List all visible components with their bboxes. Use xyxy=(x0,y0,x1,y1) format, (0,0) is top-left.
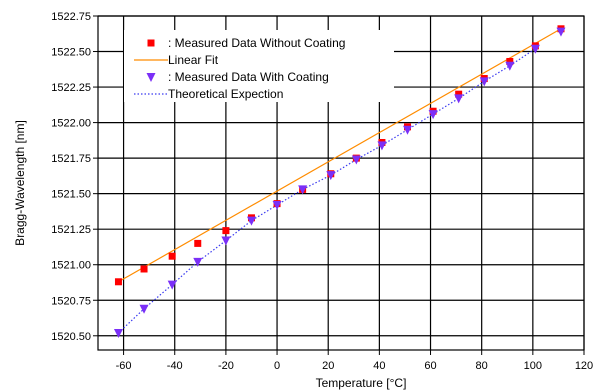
legend: : Measured Data Without Coating Linear Fi… xyxy=(124,30,394,102)
x-tick-label: -40 xyxy=(167,360,183,372)
y-tick-label: 1521.00 xyxy=(51,260,91,272)
x-tick-label: 120 xyxy=(575,360,593,372)
data-point-square xyxy=(455,90,463,98)
x-tick-label: 80 xyxy=(476,360,488,372)
data-point-triangle xyxy=(167,280,177,290)
data-point-triangle xyxy=(454,94,464,104)
legend-label: : Measured Data Without Coating xyxy=(168,36,345,50)
data-point-triangle xyxy=(428,110,438,120)
series-points-2 xyxy=(113,27,566,338)
y-tick-label: 1521.75 xyxy=(51,153,91,165)
data-point-triangle xyxy=(193,257,203,267)
data-point-square xyxy=(222,227,230,235)
x-tick-label: 20 xyxy=(322,360,334,372)
legend-box xyxy=(124,30,394,102)
x-tick-label: 100 xyxy=(524,360,542,372)
data-point-triangle xyxy=(556,27,566,37)
series-line-3 xyxy=(118,48,536,334)
data-point-triangle xyxy=(272,201,282,211)
x-tick-label: -20 xyxy=(218,360,234,372)
data-point-square xyxy=(168,252,176,260)
data-point-square xyxy=(506,57,514,65)
data-point-triangle xyxy=(505,61,515,71)
y-tick-label: 1521.50 xyxy=(51,189,91,201)
x-tick-label: 60 xyxy=(424,360,436,372)
data-point-triangle xyxy=(298,185,308,195)
legend-label: Linear Fit xyxy=(168,53,219,67)
data-point-triangle xyxy=(146,73,156,82)
data-point-triangle xyxy=(351,155,361,165)
data-point-square xyxy=(114,278,122,286)
data-point-square xyxy=(194,239,202,247)
data-point-square xyxy=(147,39,155,47)
data-point-triangle xyxy=(479,77,489,87)
data-point-triangle xyxy=(403,125,413,135)
data-point-square xyxy=(140,265,148,273)
y-tick-label: 1522.00 xyxy=(51,118,91,130)
y-tick-label: 1522.25 xyxy=(51,82,91,94)
data-point-triangle xyxy=(221,236,231,246)
y-tick-label: 1520.75 xyxy=(51,295,91,307)
data-point-triangle xyxy=(139,304,149,314)
y-tick-label: 1520.50 xyxy=(51,331,91,343)
x-axis-label: Temperature [°C] xyxy=(316,376,407,390)
series-line-1 xyxy=(118,28,562,283)
legend-label: : Measured Data With Coating xyxy=(168,70,329,84)
data-point-triangle xyxy=(113,328,123,338)
data-point-triangle xyxy=(326,171,336,181)
y-tick-label: 1521.25 xyxy=(51,224,91,236)
x-tick-label: 0 xyxy=(274,360,280,372)
data-point-triangle xyxy=(246,216,256,226)
x-tick-label: 40 xyxy=(373,360,385,372)
plot-frame xyxy=(97,15,585,351)
y-tick-label: 1522.50 xyxy=(51,47,91,59)
y-tick-label: 1522.75 xyxy=(51,11,91,23)
x-tick-label: -60 xyxy=(116,360,132,372)
data-point-triangle xyxy=(530,44,540,54)
data-point-triangle xyxy=(377,141,387,151)
legend-label: Theoretical Expection xyxy=(168,87,283,101)
y-axis-label: Bragg-Wavelength [nm] xyxy=(13,120,27,246)
